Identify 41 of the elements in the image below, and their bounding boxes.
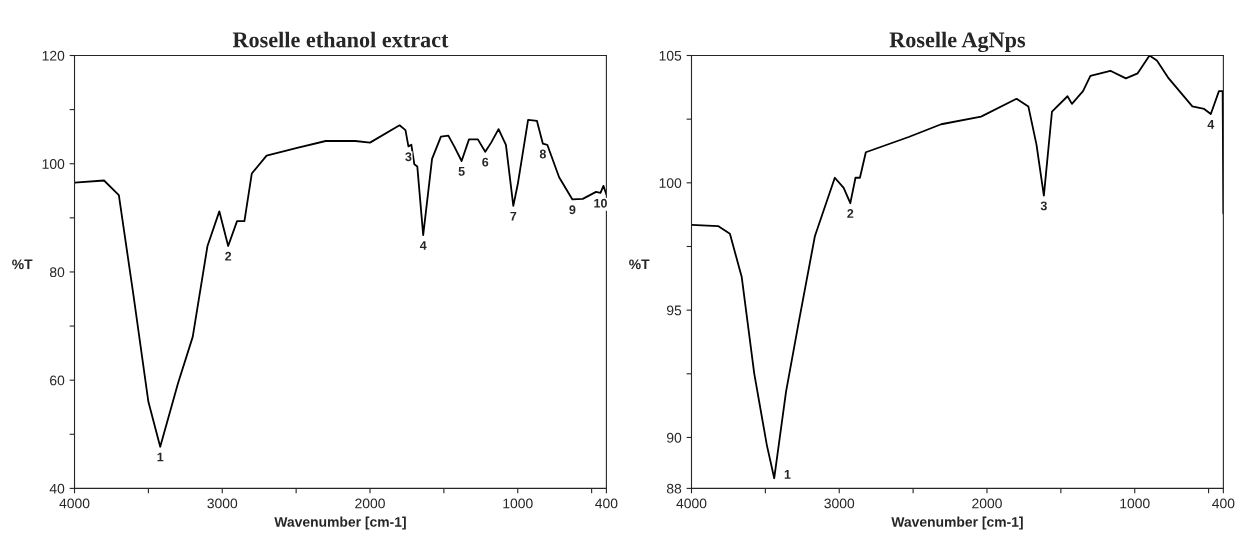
x-axis-title: Wavenumber [cm-1] — [274, 516, 406, 530]
annotation: 1 — [157, 452, 164, 462]
annotation: 2 — [847, 209, 854, 218]
x-tick-label: 4000 — [676, 498, 707, 509]
line-series — [74, 118, 607, 448]
chart-title: Roselle AgNps — [889, 31, 1026, 53]
annotation: 9 — [569, 205, 576, 215]
x-tick-label: 3000 — [207, 498, 238, 509]
y-tick-label: 90 — [666, 432, 682, 443]
y-tick-label: 60 — [50, 375, 65, 386]
y-tick-label: 100 — [659, 178, 682, 188]
annotation: 8 — [539, 149, 546, 159]
annotation: 3 — [405, 152, 412, 162]
x-tick-label: 4000 — [59, 498, 90, 509]
annotation: 6 — [482, 157, 489, 167]
y-tick-label: 40 — [49, 483, 65, 494]
y-tick-label: 105 — [659, 50, 682, 61]
x-tick-label: 1000 — [503, 498, 533, 509]
y-tick-label: 120 — [42, 50, 65, 61]
y-tick-label: 95 — [666, 305, 682, 316]
x-tick-label: 400 — [595, 498, 618, 509]
y-axis-title: %T — [629, 259, 650, 270]
x-tick-label: 2000 — [972, 498, 1002, 509]
y-tick-label: 88 — [666, 483, 682, 494]
annotation: 10 — [594, 198, 607, 208]
x-tick-label: 2000 — [355, 498, 385, 509]
annotation: 1 — [784, 470, 791, 479]
x-axis-title: Wavenumber [cm-1] — [891, 516, 1023, 530]
annotation: 4 — [419, 241, 427, 250]
x-tick-label: 3000 — [824, 498, 855, 509]
x-tick-label: 1000 — [1120, 498, 1150, 509]
y-tick-label: 80 — [49, 267, 65, 278]
annotation: 7 — [510, 211, 517, 221]
chart-title: Roselle ethanol extract — [232, 31, 449, 48]
y-tick-label: 100 — [42, 159, 65, 169]
annotation: 2 — [225, 251, 232, 261]
y-axis-title: %T — [12, 259, 33, 270]
x-tick-label: 400 — [1212, 498, 1235, 509]
annotation: 3 — [1040, 201, 1047, 211]
annotation: 5 — [458, 167, 465, 176]
annotation: 4 — [1207, 120, 1215, 129]
